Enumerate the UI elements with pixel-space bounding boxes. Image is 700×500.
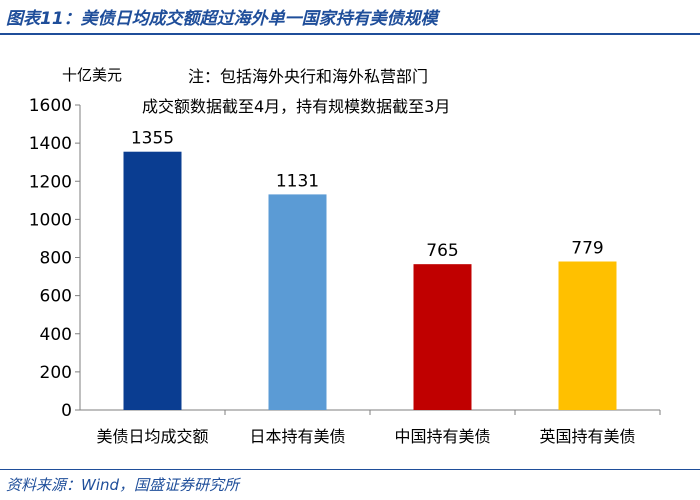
y-tick-label: 600 — [40, 287, 72, 307]
y-tick-label: 1200 — [29, 172, 72, 192]
axes: 0 200 400 600 800 1000 1200 1400 1600 美债日均成交额 日本持有… — [29, 96, 661, 446]
y-tick-label: 1400 — [29, 134, 72, 154]
title-rule — [0, 33, 700, 35]
x-tick-label: 日本持有美债 — [249, 427, 345, 446]
y-axis-label: 十亿美元 — [62, 66, 122, 84]
bar-chart: 十亿美元 注：包括海外央行和海外私营部门 成交额数据截至4月，持有规模数据截至3… — [29, 66, 661, 446]
bars: 1355 1131 765 779 — [123, 129, 617, 410]
y-tick-label: 1600 — [29, 96, 72, 116]
x-tick-label: 英国持有美债 — [539, 427, 635, 446]
x-tick-label: 美债日均成交额 — [96, 427, 208, 446]
data-label: 779 — [571, 239, 603, 259]
y-tick-label: 800 — [40, 249, 72, 269]
data-label: 765 — [426, 241, 458, 261]
chart-note-2: 成交额数据截至4月，持有规模数据截至3月 — [142, 97, 450, 116]
data-label: 1131 — [276, 171, 319, 191]
bar — [268, 194, 327, 410]
y-tick-label: 200 — [40, 363, 72, 383]
figure-title: 图表11：美债日均成交额超过海外单一国家持有美债规模 — [6, 9, 438, 29]
source-note: 资料来源：Wind，国盛证券研究所 — [6, 476, 240, 494]
source-rule — [0, 469, 700, 470]
bar — [413, 264, 472, 410]
x-tick-label: 中国持有美债 — [394, 427, 490, 446]
y-tick-label: 400 — [40, 325, 72, 345]
bar — [123, 151, 182, 410]
data-label: 1355 — [131, 129, 174, 149]
bar — [558, 261, 617, 410]
y-tick-label: 1000 — [29, 210, 72, 230]
chart-note-1: 注：包括海外央行和海外私营部门 — [188, 67, 428, 86]
y-tick-label: 0 — [61, 401, 72, 421]
